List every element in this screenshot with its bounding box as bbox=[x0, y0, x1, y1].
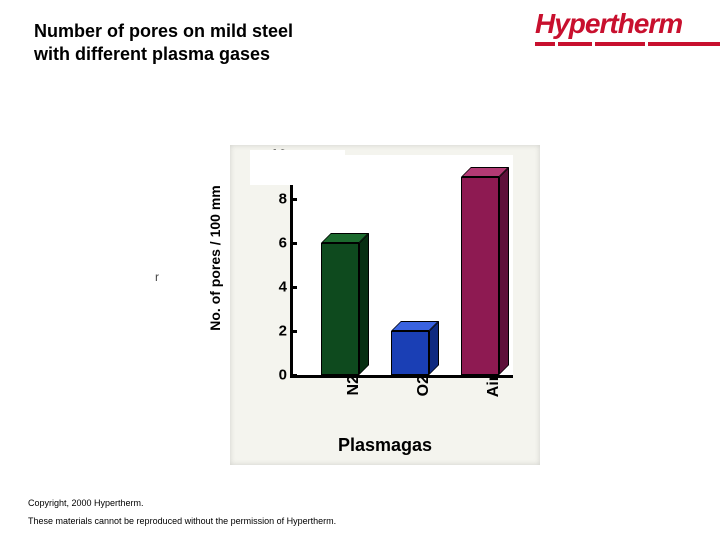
y-tick: 8 bbox=[265, 191, 287, 208]
plot-area bbox=[290, 155, 513, 378]
brand-bars bbox=[535, 42, 720, 46]
bar-n2 bbox=[321, 243, 359, 375]
x-axis-label: Plasmagas bbox=[230, 435, 540, 456]
y-tick: 6 bbox=[265, 235, 287, 252]
title-line-2: with different plasma gases bbox=[34, 44, 270, 64]
title-line-1: Number of pores on mild steel bbox=[34, 21, 293, 41]
white-mask-patch bbox=[250, 150, 345, 185]
copyright-text: Copyright, 2000 Hypertherm. bbox=[28, 498, 144, 508]
bar-o2 bbox=[391, 331, 429, 375]
disclaimer-text: These materials cannot be reproduced wit… bbox=[28, 516, 336, 526]
y-tick: 0 bbox=[265, 367, 287, 384]
y-tick: 4 bbox=[265, 279, 287, 296]
page-title: Number of pores on mild steel with diffe… bbox=[34, 20, 293, 65]
brand-wordmark: Hypertherm bbox=[535, 8, 720, 40]
x-tick: Air bbox=[485, 375, 503, 425]
y-axis-label: No. of pores / 100 mm bbox=[207, 163, 223, 353]
x-tick: O2 bbox=[415, 375, 433, 425]
stray-glyph: r bbox=[155, 270, 159, 284]
bar-air bbox=[461, 177, 499, 375]
pores-bar-chart: No. of pores / 100 mm 0246810 N2O2Air Pl… bbox=[230, 145, 540, 465]
x-tick: N2 bbox=[345, 375, 363, 425]
y-axis-label-host: No. of pores / 100 mm bbox=[206, 145, 224, 375]
brand-logo: Hypertherm bbox=[535, 8, 720, 46]
y-tick: 2 bbox=[265, 323, 287, 340]
